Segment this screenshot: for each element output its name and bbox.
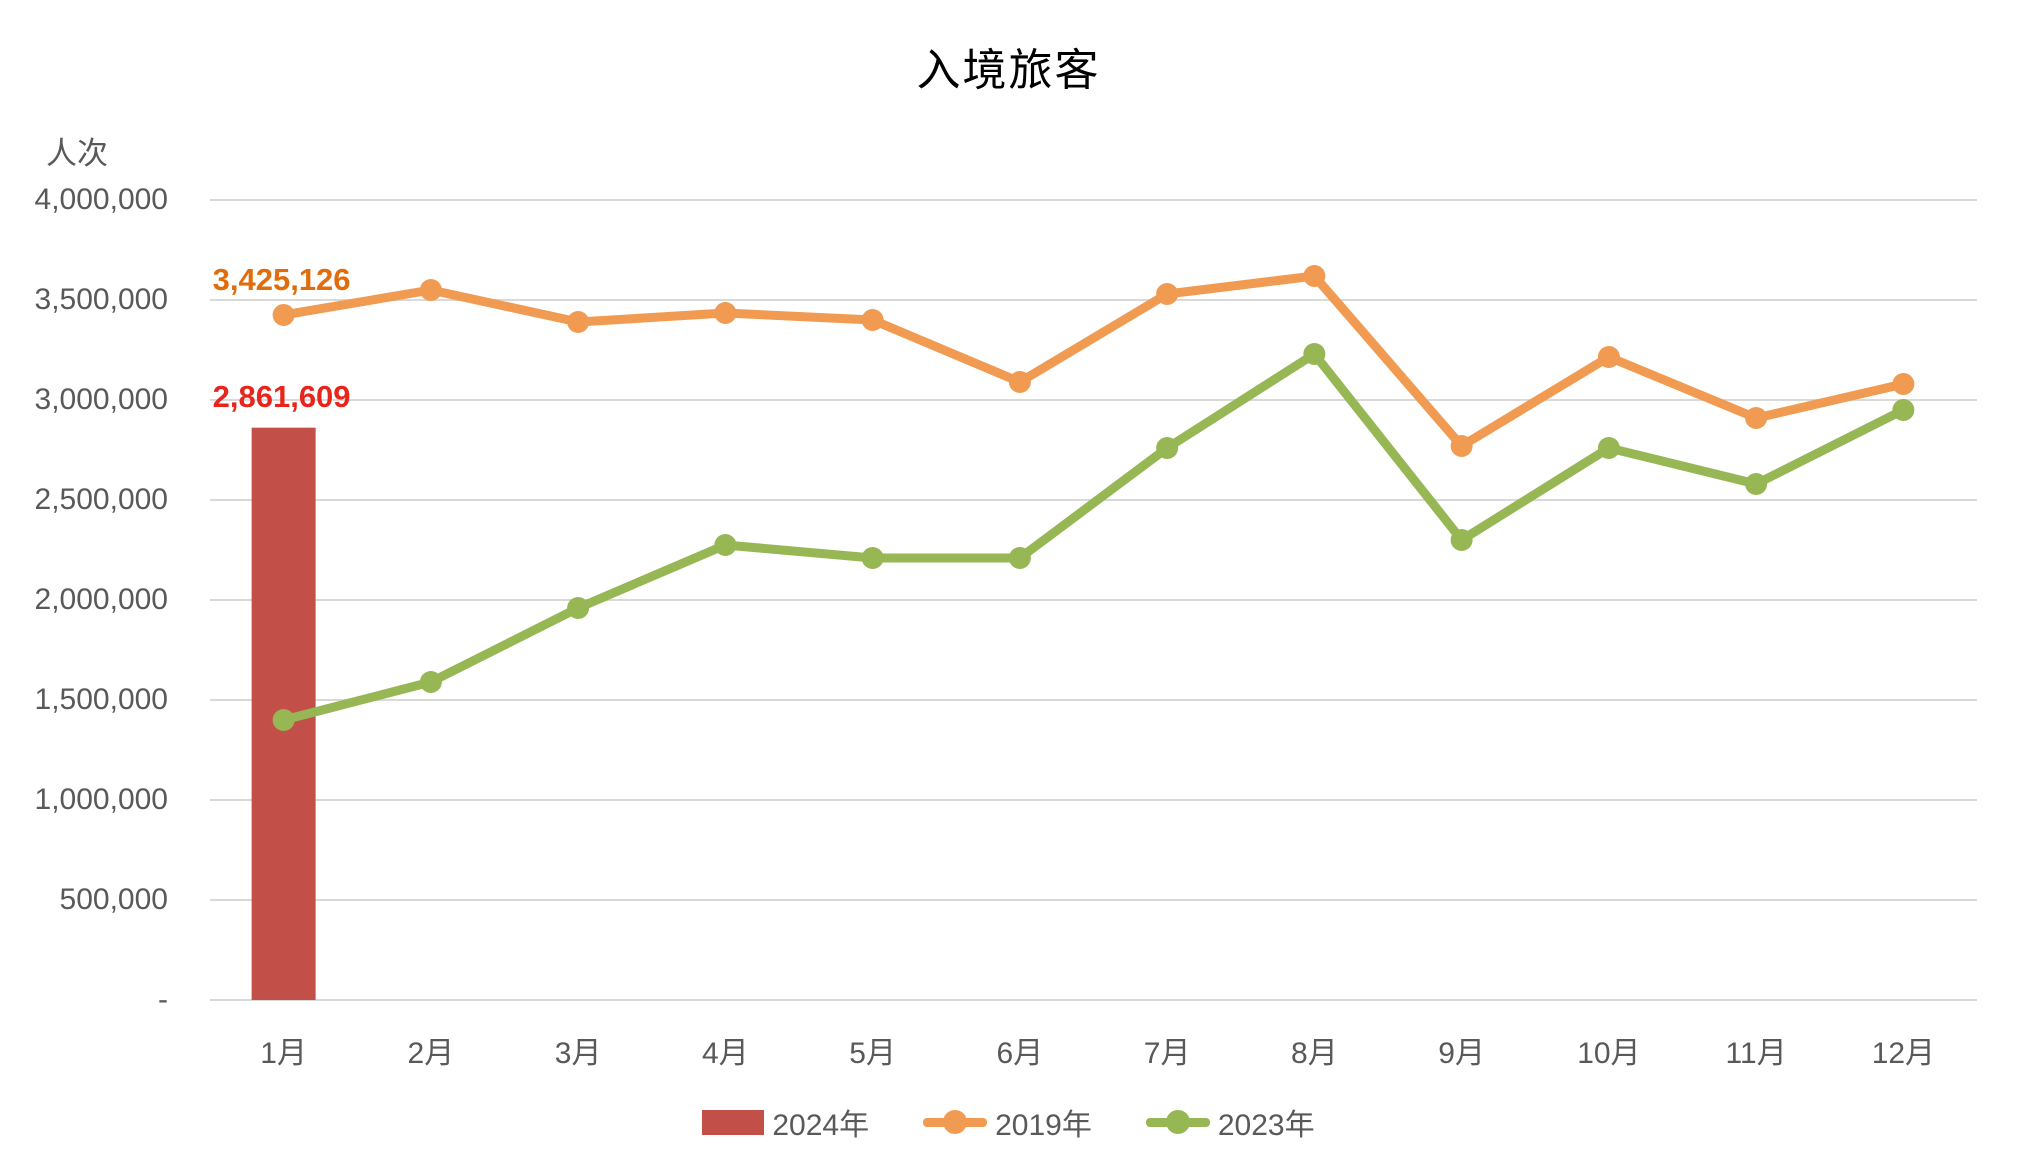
gridlines xyxy=(210,199,1977,1001)
x-axis-label-3月: 3月 xyxy=(554,1037,602,1070)
y-axis-label-7: 3,500,000 xyxy=(34,283,168,316)
marker-2023年-3月 xyxy=(567,597,590,619)
marker-2019年-12月 xyxy=(1892,373,1915,395)
x-axis-label-7月: 7月 xyxy=(1143,1037,1191,1070)
x-axis-label-2月: 2月 xyxy=(407,1037,455,1070)
marker-2019年-6月 xyxy=(1008,371,1031,393)
y-axis-label-0: - xyxy=(158,983,168,1016)
data-label-2024年: 2,861,609 xyxy=(212,378,351,414)
legend-line-swatch xyxy=(1145,1108,1210,1136)
marker-2023年-11月 xyxy=(1745,473,1768,495)
x-axis-label-12月: 12月 xyxy=(1871,1037,1936,1070)
legend-bar-swatch xyxy=(702,1109,765,1135)
marker-2023年-9月 xyxy=(1450,529,1473,551)
marker-2023年-6月 xyxy=(1008,547,1031,569)
x-axis-label-8月: 8月 xyxy=(1291,1037,1338,1070)
x-axis-label-1月: 1月 xyxy=(260,1037,307,1070)
x-axis-label-4月: 4月 xyxy=(702,1037,749,1070)
legend-dot xyxy=(943,1110,968,1134)
marker-2019年-8月 xyxy=(1303,265,1326,287)
marker-2023年-10月 xyxy=(1597,437,1620,459)
line-2023年[interactable] xyxy=(279,349,1908,725)
legend-line-swatch xyxy=(923,1108,988,1136)
y-axis-label-1: 500,000 xyxy=(59,883,168,916)
legend-item-2019年[interactable]: 2019年 xyxy=(923,1100,1092,1144)
marker-2023年-8月 xyxy=(1303,343,1326,365)
marker-2023年-7月 xyxy=(1156,437,1179,459)
legend-dot xyxy=(1165,1110,1190,1134)
y-axis-unit-label: 人次 xyxy=(46,136,108,171)
y-axis-label-3: 1,500,000 xyxy=(34,683,168,716)
line-2019年[interactable] xyxy=(279,271,1908,451)
marker-2019年-11月 xyxy=(1745,407,1768,429)
marker-2019年-2月 xyxy=(419,279,442,301)
legend-label-2019年: 2019年 xyxy=(995,1109,1092,1142)
marker-2023年-2月 xyxy=(419,671,442,693)
legend-label-2023年: 2023年 xyxy=(1217,1109,1315,1142)
marker-2023年-5月 xyxy=(861,547,884,569)
chart-title: 入境旅客 xyxy=(916,46,1101,95)
marker-2023年-12月 xyxy=(1892,399,1915,421)
legend-item-2024年[interactable]: 2024年 xyxy=(702,1100,869,1144)
x-axis-label-5月: 5月 xyxy=(849,1037,896,1070)
marker-2019年-3月 xyxy=(567,311,590,333)
y-axis-label-6: 3,000,000 xyxy=(34,383,168,416)
x-axis-label-9月: 9月 xyxy=(1438,1037,1485,1070)
legend: 2024年 2019年 2023年 xyxy=(0,1100,2017,1144)
marker-2019年-7月 xyxy=(1156,283,1179,305)
x-axis-label-6月: 6月 xyxy=(996,1037,1044,1070)
marker-2023年-4月 xyxy=(714,534,737,556)
x-axis-label-11月: 11月 xyxy=(1725,1037,1787,1070)
y-axis-label-2: 1,000,000 xyxy=(34,783,168,816)
data-label-2019年: 3,425,126 xyxy=(212,261,351,297)
y-axis-label-5: 2,500,000 xyxy=(34,483,168,516)
marker-2019年-10月 xyxy=(1597,346,1620,368)
legend-item-2023年[interactable]: 2023年 xyxy=(1145,1100,1315,1144)
marker-2023年-1月 xyxy=(272,709,295,731)
x-axis-label-10月: 10月 xyxy=(1577,1037,1641,1070)
marker-2019年-5月 xyxy=(861,309,884,331)
marker-2019年-4月 xyxy=(714,302,737,324)
marker-2019年-1月 xyxy=(272,303,295,326)
y-axis-label-8: 4,000,000 xyxy=(34,183,168,216)
y-axis-label-4: 2,000,000 xyxy=(34,583,168,616)
legend-label-2024年: 2024年 xyxy=(772,1109,870,1142)
marker-2019年-9月 xyxy=(1450,435,1473,457)
